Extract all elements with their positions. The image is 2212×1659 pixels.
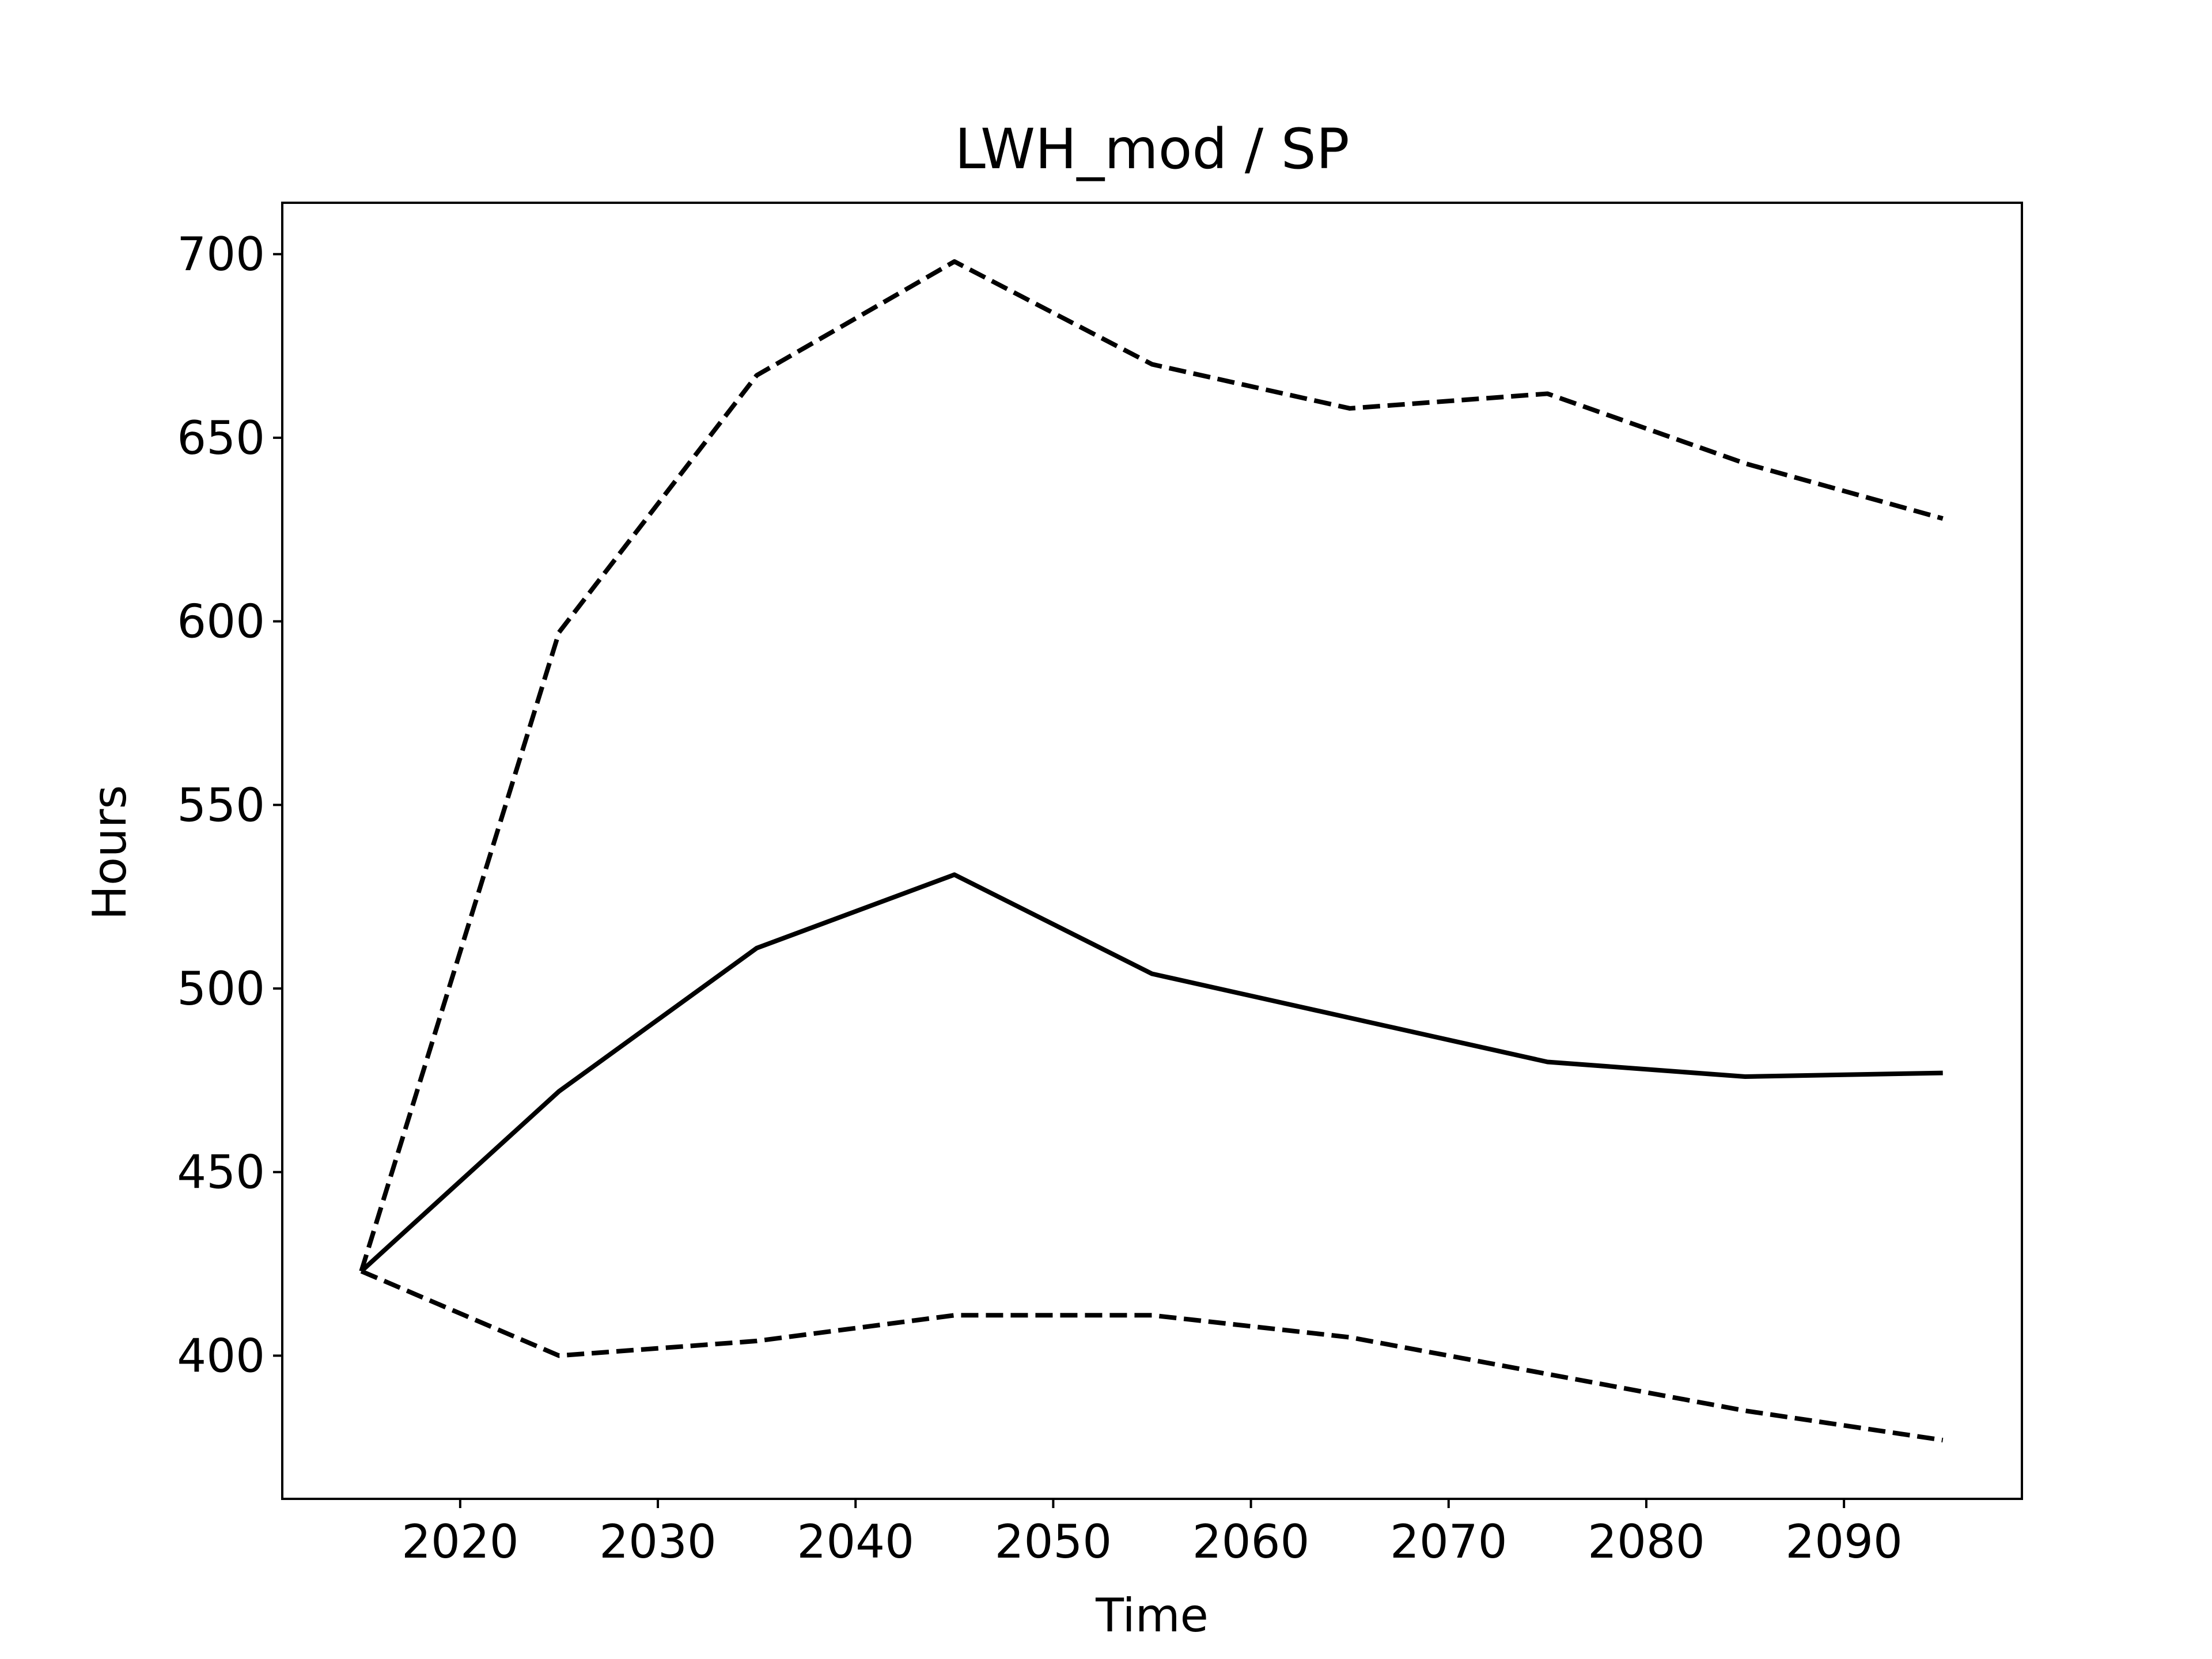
x-axis-label: Time: [1095, 1589, 1209, 1642]
x-tick-label: 2050: [995, 1515, 1112, 1569]
x-tick-label: 2060: [1192, 1515, 1310, 1569]
dashed-series-line: [359, 259, 1944, 1272]
y-tick-label: 650: [177, 411, 265, 465]
y-tick-label: 400: [177, 1329, 265, 1382]
solid-series-line: [359, 872, 1943, 1273]
x-tick-label: 2020: [402, 1515, 519, 1569]
y-axis-label: Hours: [83, 785, 137, 920]
plot-area: 2020 2030 2040 2050 2060 2070 2080 2090 400 450 50…: [177, 202, 2023, 1569]
dashed-series-line: [360, 1269, 1944, 1442]
y-tick-label: 550: [177, 778, 265, 832]
x-tick-label: 2040: [797, 1515, 914, 1569]
x-tick-label: 2080: [1588, 1515, 1705, 1569]
x-tick-label: 2030: [599, 1515, 717, 1569]
y-tick-label: 600: [177, 595, 265, 649]
plot-frame: [281, 202, 2023, 1500]
y-tick-label: 500: [177, 962, 265, 1016]
chart-title: LWH_mod / SP: [955, 117, 1349, 181]
y-tick-label: 700: [177, 228, 265, 281]
y-tick-label: 450: [177, 1146, 265, 1199]
x-tick-label: 2090: [1785, 1515, 1903, 1569]
x-tick-label: 2070: [1390, 1515, 1508, 1569]
